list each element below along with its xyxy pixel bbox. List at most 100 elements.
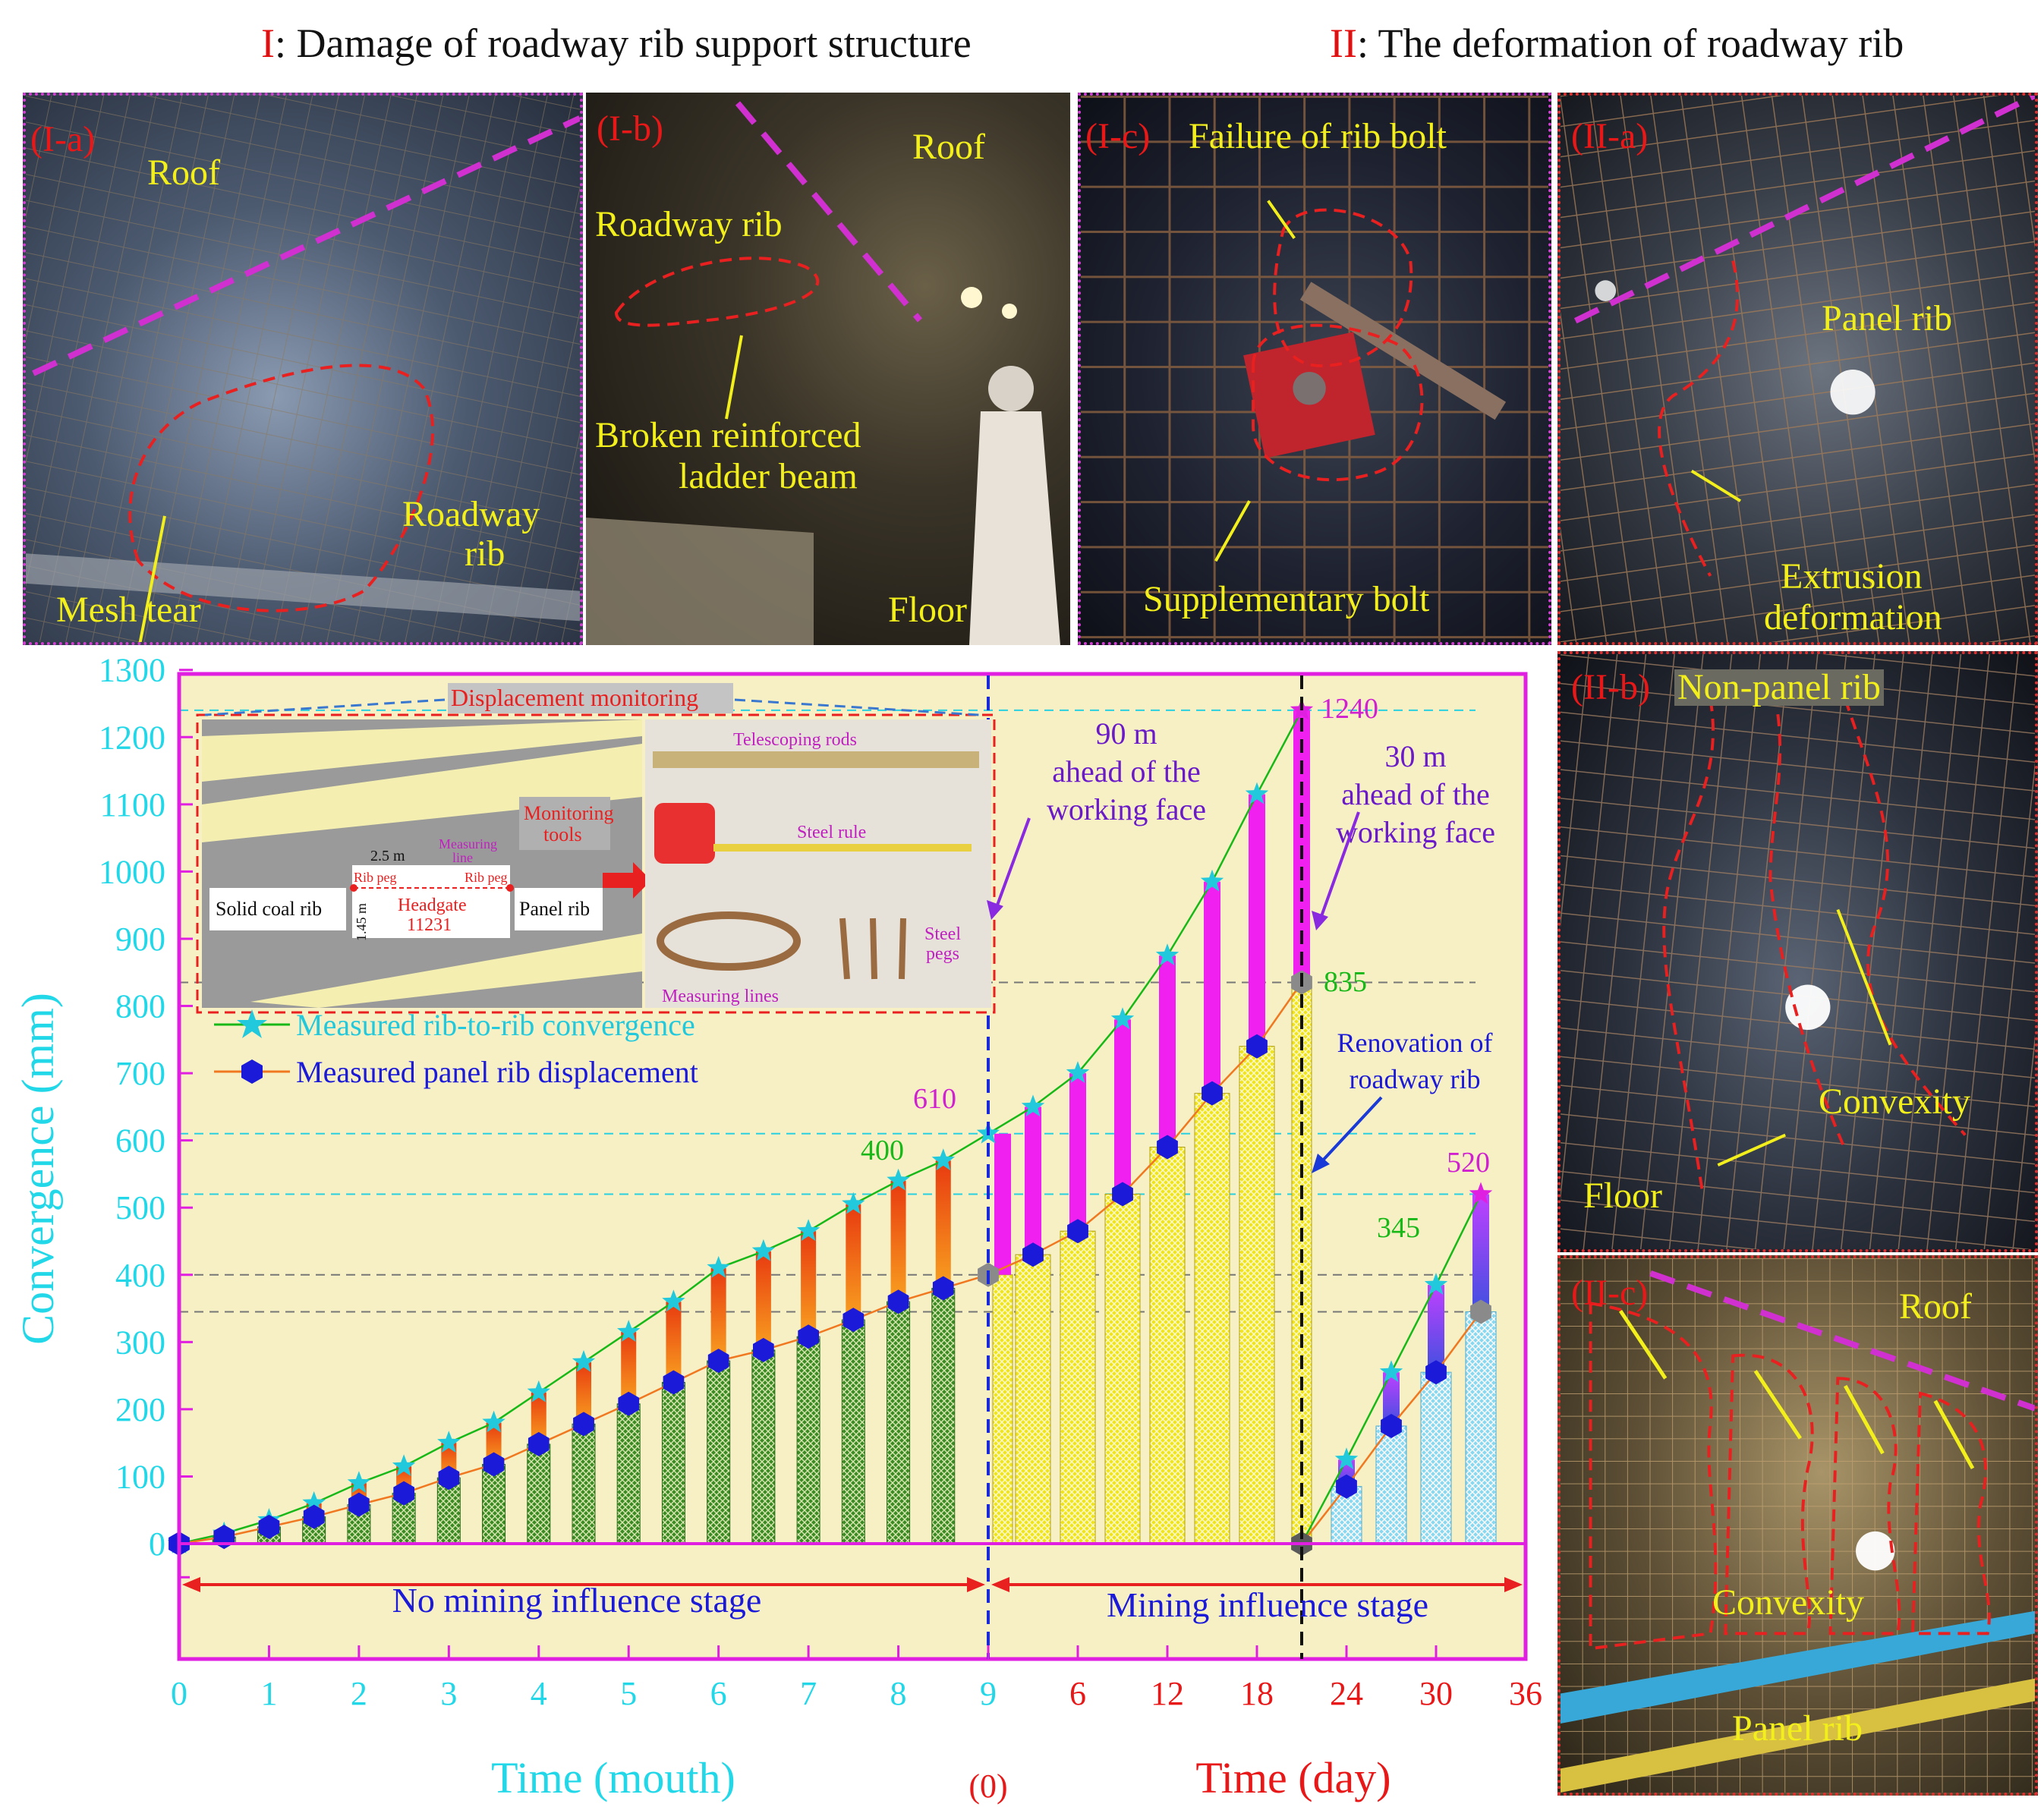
point-convergence-day-12 bbox=[1469, 1182, 1493, 1204]
mesh-graphic bbox=[26, 96, 580, 642]
inset-tools-2: tools bbox=[543, 823, 582, 845]
point-displacement-month-8 bbox=[528, 1431, 550, 1456]
x-tick-zero-day: (0) bbox=[968, 1768, 1007, 1805]
broken-label-1: Broken reinforced bbox=[595, 415, 861, 455]
point-displacement-month-2 bbox=[258, 1514, 280, 1539]
stem-day-1 bbox=[1025, 1107, 1041, 1255]
tape-measure bbox=[654, 803, 715, 864]
photo-Ia: (I-a) Roof Roadway rib Mesh tear bbox=[23, 93, 583, 645]
bar-day-6 bbox=[1239, 1046, 1275, 1544]
bar-day-1 bbox=[1015, 1254, 1051, 1544]
y-tick-label-0: 0 bbox=[149, 1525, 165, 1563]
bar-day-5 bbox=[1194, 1093, 1230, 1544]
monitoring-span-left bbox=[204, 698, 446, 716]
bar-month-14 bbox=[796, 1336, 820, 1544]
line-convergence-day-0 bbox=[987, 710, 1303, 1135]
stem-month-10 bbox=[621, 1332, 637, 1404]
bar-day-0 bbox=[992, 1274, 1013, 1544]
x-tick-label-month-6: 6 bbox=[710, 1675, 727, 1712]
y-tick-label-1200: 1200 bbox=[99, 719, 165, 756]
x-tick-label-day-0: 6 bbox=[1069, 1675, 1086, 1712]
point-convergence-month-12 bbox=[707, 1255, 730, 1278]
panel-strip-2 bbox=[202, 744, 642, 842]
panel-strip-3 bbox=[250, 933, 642, 1008]
y-tick-label-900: 900 bbox=[115, 921, 165, 958]
panel-rib-label-IIa: Panel rib bbox=[1822, 298, 1952, 338]
point-convergence-day-3 bbox=[1110, 1007, 1135, 1030]
header-right-text: : The deformation of roadway rib bbox=[1356, 20, 1904, 66]
point-convergence-month-11 bbox=[662, 1289, 685, 1312]
arrow-renovation bbox=[1319, 1096, 1383, 1164]
tag-Ib: (I-b) bbox=[597, 109, 663, 149]
tag-Ia: (I-a) bbox=[30, 119, 96, 159]
extrusion-label-1: Extrusion bbox=[1781, 556, 1923, 597]
x-tick-label-month-1: 1 bbox=[260, 1675, 277, 1712]
bar-day-4 bbox=[1149, 1146, 1186, 1544]
photo-IIc: (II-c) Roof Convexity Panel rib bbox=[1557, 1255, 2038, 1796]
bar-month-11 bbox=[661, 1381, 685, 1544]
point-displacement-month-14 bbox=[798, 1324, 819, 1349]
point-displacement-day-3 bbox=[1112, 1182, 1133, 1207]
bar-day-12 bbox=[1465, 1311, 1497, 1544]
photo-IIb: (II-b) Non-panel rib Convexity Floor bbox=[1557, 651, 2038, 1252]
point-convergence-day-6 bbox=[1245, 782, 1269, 804]
x-tick-label-month-9: 9 bbox=[980, 1675, 997, 1712]
inset-pegs-1: Steel bbox=[924, 924, 961, 944]
x-axis-title-month: Time (mouth) bbox=[491, 1753, 735, 1802]
extrusion-label-2: deformation bbox=[1764, 597, 1942, 637]
steel-peg-1 bbox=[839, 918, 850, 980]
inset-tools-1: Monitoring bbox=[524, 802, 613, 824]
y-axis-title: Convergence (mm) bbox=[13, 993, 63, 1345]
rib-mesh-graphic bbox=[1561, 96, 2035, 642]
point-displacement-month-3 bbox=[303, 1504, 325, 1529]
stage1-label: No mining influence stage bbox=[392, 1581, 762, 1620]
ann-30m-1: 30 m bbox=[1384, 739, 1446, 773]
ann-renovation-2: roadway rib bbox=[1350, 1064, 1481, 1094]
tools-arrow bbox=[603, 862, 651, 899]
monitoring-span-right bbox=[734, 698, 980, 716]
x-tick-label-month-8: 8 bbox=[890, 1675, 907, 1712]
x-tick-label-month-7: 7 bbox=[800, 1675, 817, 1712]
header-left-text: : Damage of roadway rib support structur… bbox=[274, 20, 972, 66]
telescoping-rod bbox=[653, 751, 979, 768]
point-convergence-day-11 bbox=[1424, 1273, 1448, 1295]
stem-month-14 bbox=[801, 1231, 817, 1337]
stem-month-17 bbox=[935, 1160, 951, 1289]
point-convergence-day-5 bbox=[1200, 869, 1224, 892]
y-tick-label-1100: 1100 bbox=[100, 786, 165, 823]
bar-month-10 bbox=[616, 1403, 641, 1544]
stem-day-2 bbox=[1069, 1073, 1086, 1232]
point-displacement-day-5 bbox=[1202, 1081, 1223, 1106]
stage2-arrow-head-right bbox=[1504, 1577, 1523, 1592]
inset-pegs-2: pegs bbox=[926, 944, 959, 964]
y-tick-label-1000: 1000 bbox=[99, 853, 165, 890]
point-displacement-month-6 bbox=[438, 1465, 460, 1491]
point-convergence-day-10 bbox=[1379, 1360, 1403, 1383]
bar-day-10 bbox=[1375, 1425, 1407, 1544]
ann-345: 345 bbox=[1377, 1212, 1420, 1244]
point-displacement-month-4 bbox=[348, 1492, 370, 1517]
floor-label-Ib: Floor bbox=[888, 590, 968, 630]
stem-day-11 bbox=[1428, 1285, 1444, 1373]
stem-month-11 bbox=[666, 1302, 682, 1383]
steel-peg-3 bbox=[899, 918, 906, 980]
point-convergence-month-15 bbox=[842, 1192, 865, 1214]
inset-ribpeg-1: Rib peg bbox=[354, 870, 397, 885]
y-tick-label-600: 600 bbox=[115, 1122, 165, 1160]
x-tick-label-month-3: 3 bbox=[440, 1675, 457, 1712]
point-displacement-day-4 bbox=[1157, 1135, 1178, 1160]
broken-label-2: ladder beam bbox=[679, 456, 858, 496]
stem-month-7 bbox=[486, 1422, 502, 1465]
x-tick-label-month-0: 0 bbox=[171, 1675, 187, 1712]
y-tick-label-200: 200 bbox=[115, 1391, 165, 1428]
supplementary-label: Supplementary bolt bbox=[1143, 579, 1430, 619]
inset-measline-2: line bbox=[452, 850, 473, 865]
bar-month-7 bbox=[482, 1463, 506, 1544]
inset-rule-label: Steel rule bbox=[797, 823, 866, 842]
ann-90m-2: ahead of the bbox=[1052, 754, 1200, 789]
y-tick-label-100: 100 bbox=[115, 1458, 165, 1495]
inset-headgate-2: 11231 bbox=[407, 915, 452, 935]
inset-dist1: 2.5 m bbox=[370, 848, 405, 864]
x-tick-label-day-3: 24 bbox=[1330, 1675, 1363, 1712]
stem-month-8 bbox=[531, 1392, 546, 1444]
